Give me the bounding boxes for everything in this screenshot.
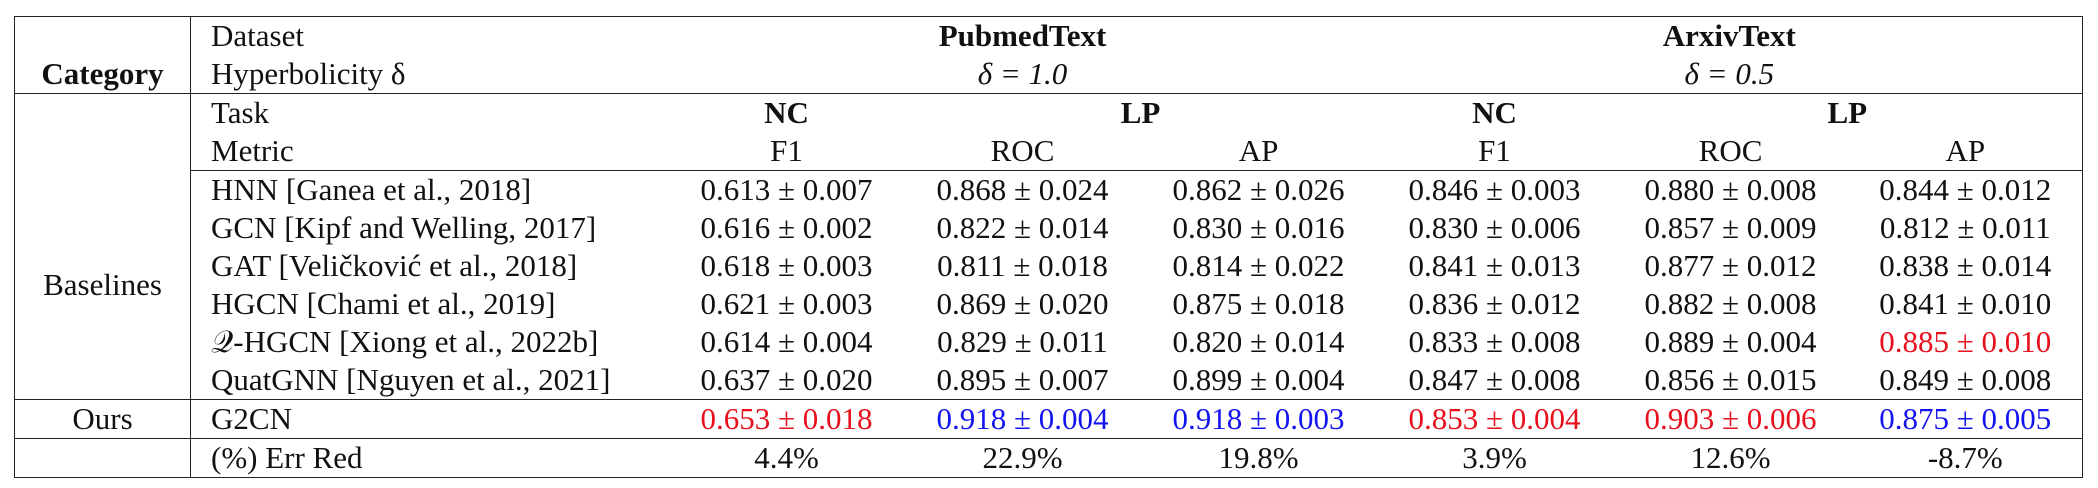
table-cell: 0.830 ± 0.016: [1172, 210, 1345, 245]
table-cell: 0.613 ± 0.007: [700, 172, 873, 207]
table-cell: 0.857 ± 0.009: [1644, 210, 1817, 245]
table-cell: 0.862 ± 0.026: [1172, 172, 1345, 207]
table-cell: 0.849 ± 0.008: [1848, 361, 2084, 400]
table-cell: 0.830 ± 0.006: [1408, 210, 1581, 245]
err-red-label: (%) Err Red: [190, 438, 669, 478]
err-red-cell: 4.4%: [668, 438, 905, 478]
model-name: GAT [Veličković et al., 2018]: [211, 248, 578, 283]
table-cell: 0.877 ± 0.012: [1644, 248, 1817, 283]
table-cell: 0.833 ± 0.008: [1408, 324, 1581, 359]
delta-arxiv: δ = 0.5: [1376, 55, 2084, 94]
table-row: GAT [Veličković et al., 2018] 0.618 ± 0.…: [15, 247, 2084, 285]
task-nc-pubmed: NC: [668, 93, 905, 132]
table-cell: 0.844 ± 0.012: [1848, 170, 2084, 209]
metric-cell: F1: [668, 132, 905, 171]
delta-pubmed: δ = 1.0: [977, 56, 1068, 91]
err-red-cell: 22.9%: [904, 438, 1141, 478]
table-cell: 0.880 ± 0.008: [1644, 172, 1817, 207]
model-name: G2CN: [190, 399, 669, 439]
table-cell: 0.637 ± 0.020: [668, 361, 905, 400]
table-cell: 0.882 ± 0.008: [1644, 286, 1817, 321]
metric-cell: AP: [1140, 132, 1377, 171]
baselines-category: Baselines: [14, 170, 191, 400]
err-red-cell: -8.7%: [1848, 438, 2084, 478]
results-table: Category Dataset PubmedText ArxivText Hy…: [14, 16, 2084, 478]
task-row: Task NC LP NC LP: [14, 93, 2084, 171]
metric-cell: AP: [1848, 132, 2084, 171]
table-cell: 0.889 ± 0.004: [1644, 324, 1817, 359]
model-name: 𝒬-HGCN [Xiong et al., 2022b]: [211, 324, 599, 359]
err-red-row: (%) Err Red 4.4% 22.9% 19.8% 3.9% 12.6% …: [14, 438, 2084, 478]
table-row: Baselines HNN [Ganea et al., 2018] 0.613…: [14, 170, 2084, 400]
table-cell-second: 0.918 ± 0.004: [904, 399, 1141, 439]
table-row: GCN [Kipf and Welling, 2017] 0.616 ± 0.0…: [15, 209, 2084, 247]
err-red-cell: 3.9%: [1376, 438, 1613, 478]
model-name: QuatGNN [Nguyen et al., 2021]: [190, 361, 669, 400]
table-cell: 0.822 ± 0.014: [936, 210, 1109, 245]
table-row: HGCN [Chami et al., 2019] 0.621 ± 0.003 …: [15, 285, 2084, 323]
table-cell: 0.621 ± 0.003: [700, 286, 873, 321]
model-name: HGCN [Chami et al., 2019]: [211, 286, 556, 321]
table-cell: 0.895 ± 0.007: [904, 361, 1141, 400]
table-cell-best: 0.885 ± 0.010: [1848, 323, 2084, 361]
table-row: QuatGNN [Nguyen et al., 2021] 0.637 ± 0.…: [15, 361, 2084, 400]
metric-row: Metric F1 ROC AP F1 ROC AP: [15, 132, 2084, 171]
table-cell: 0.618 ± 0.003: [700, 248, 873, 283]
hyperbolicity-label: Hyperbolicity δ: [191, 55, 669, 94]
table-cell: 0.811 ± 0.018: [937, 248, 1108, 283]
err-red-category-empty: [14, 438, 191, 478]
table-cell: 0.846 ± 0.003: [1408, 172, 1581, 207]
table-cell-second: 0.918 ± 0.003: [1140, 399, 1377, 439]
dataset-name-arxiv: ArxivText: [1376, 16, 2084, 55]
table-cell: 0.814 ± 0.022: [1172, 248, 1345, 283]
table-cell: 0.614 ± 0.004: [700, 324, 873, 359]
table-cell: 0.829 ± 0.011: [937, 324, 1108, 359]
task-lp-arxiv: LP: [1612, 93, 2084, 132]
metric-cell: ROC: [1612, 132, 1849, 171]
task-lp-pubmed: LP: [904, 93, 1377, 132]
table-cell: 0.841 ± 0.010: [1848, 285, 2084, 323]
task-nc-arxiv: NC: [1376, 93, 1613, 132]
metric-cell: F1: [1376, 132, 1613, 171]
table-cell: 0.838 ± 0.014: [1848, 247, 2084, 285]
hyperbolicity-label-text: Hyperbolicity δ: [211, 56, 406, 91]
table-cell: 0.836 ± 0.012: [1408, 286, 1581, 321]
table-cell: 0.868 ± 0.024: [936, 172, 1109, 207]
ours-row: Ours G2CN 0.653 ± 0.018 0.918 ± 0.004 0.…: [14, 399, 2084, 439]
dataset-row: Category Dataset PubmedText ArxivText: [14, 16, 2084, 94]
table-cell: 0.616 ± 0.002: [700, 210, 873, 245]
table-cell-best: 0.653 ± 0.018: [668, 399, 905, 439]
table-cell: 0.856 ± 0.015: [1612, 361, 1849, 400]
table-cell: 0.847 ± 0.008: [1376, 361, 1613, 400]
table-cell: 0.875 ± 0.018: [1172, 286, 1345, 321]
table-row: 𝒬-HGCN [Xiong et al., 2022b] 0.614 ± 0.0…: [15, 323, 2084, 361]
hyperbolicity-row: Hyperbolicity δ δ = 1.0 δ = 0.5: [15, 55, 2084, 94]
metric-cell: ROC: [904, 132, 1141, 171]
err-red-cell: 12.6%: [1612, 438, 1849, 478]
dataset-name-pubmed: PubmedText: [668, 16, 1377, 55]
ours-category: Ours: [14, 399, 191, 439]
table-cell: 0.841 ± 0.013: [1408, 248, 1581, 283]
table-cell: 0.869 ± 0.020: [936, 286, 1109, 321]
model-name: HNN [Ganea et al., 2018]: [211, 172, 532, 207]
table-cell: 0.899 ± 0.004: [1140, 361, 1377, 400]
err-red-cell: 19.8%: [1140, 438, 1377, 478]
dataset-label: Dataset: [190, 16, 669, 55]
table-cell-best: 0.903 ± 0.006: [1612, 399, 1849, 439]
table-cell: 0.820 ± 0.014: [1172, 324, 1345, 359]
model-name: GCN [Kipf and Welling, 2017]: [211, 210, 597, 245]
metric-label: Metric: [190, 132, 669, 171]
task-label: Task: [190, 93, 669, 132]
table-cell-best: 0.853 ± 0.004: [1376, 399, 1613, 439]
category-header-empty: [14, 93, 191, 171]
table-cell-second: 0.875 ± 0.005: [1848, 399, 2084, 439]
category-header: Category: [14, 16, 191, 94]
table-cell: 0.812 ± 0.011: [1848, 209, 2084, 247]
